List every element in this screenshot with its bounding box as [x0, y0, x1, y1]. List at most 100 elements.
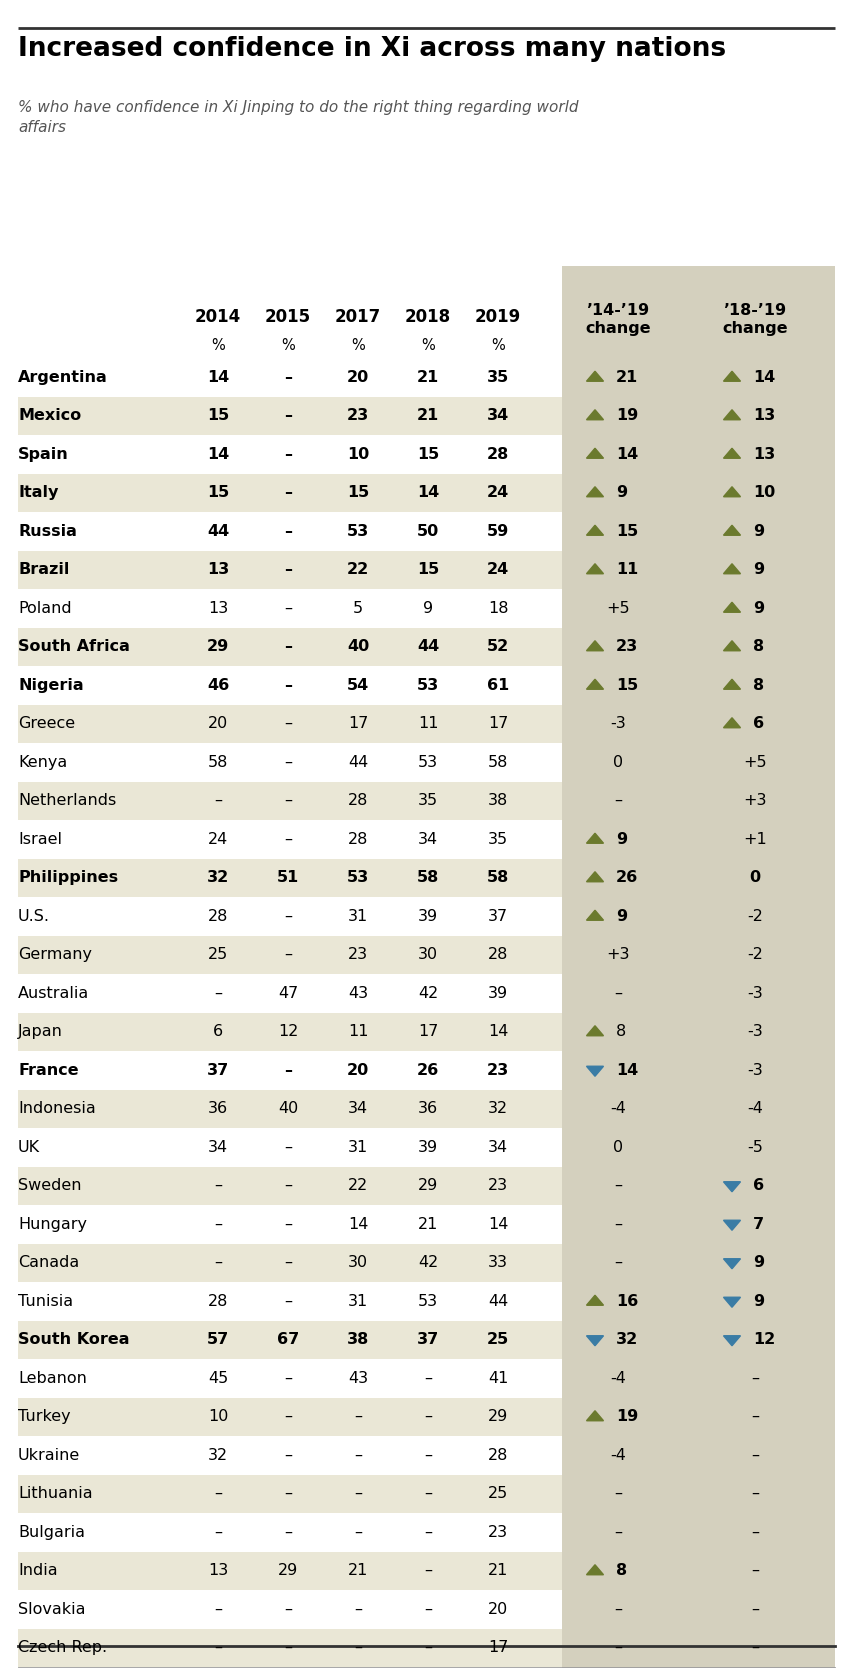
Bar [18, 1244, 562, 1283]
Text: 15: 15 [207, 485, 229, 500]
Text: %: % [491, 339, 505, 354]
Text: –: – [284, 600, 292, 615]
Text: 28: 28 [486, 447, 509, 462]
Polygon shape [586, 372, 603, 382]
Polygon shape [723, 410, 740, 420]
Text: Australia: Australia [18, 986, 89, 1001]
Text: 11: 11 [616, 562, 638, 577]
Text: –: – [284, 1525, 292, 1540]
Text: Mexico: Mexico [18, 409, 81, 424]
Text: 21: 21 [348, 1563, 368, 1578]
Text: 35: 35 [418, 794, 438, 809]
Text: 9: 9 [753, 1294, 764, 1309]
Text: Japan: Japan [18, 1024, 63, 1039]
Bar [18, 704, 562, 742]
Text: 9: 9 [616, 485, 627, 500]
Text: 14: 14 [616, 1063, 638, 1078]
Text: 39: 39 [418, 1139, 438, 1154]
Text: –: – [284, 562, 292, 577]
Text: 9: 9 [753, 562, 764, 577]
Text: 30: 30 [348, 1256, 368, 1271]
Text: 53: 53 [418, 754, 438, 769]
Text: Lebanon: Lebanon [18, 1371, 87, 1386]
Text: 17: 17 [488, 716, 508, 731]
Text: 23: 23 [488, 1178, 508, 1193]
Text: 34: 34 [418, 832, 438, 847]
Text: –: – [284, 716, 292, 731]
Text: 25: 25 [208, 947, 228, 962]
Polygon shape [586, 410, 603, 420]
Bar [18, 1166, 562, 1204]
Text: –: – [284, 1486, 292, 1501]
Text: -4: -4 [610, 1101, 626, 1116]
Text: 30: 30 [418, 947, 438, 962]
Text: Poland: Poland [18, 600, 72, 615]
Text: 17: 17 [488, 1640, 508, 1655]
Text: 44: 44 [348, 754, 368, 769]
Text: –: – [424, 1525, 432, 1540]
Text: 29: 29 [488, 1409, 508, 1424]
Text: 23: 23 [348, 947, 368, 962]
Text: 17: 17 [417, 1024, 438, 1039]
Text: 23: 23 [616, 639, 638, 654]
Text: –: – [751, 1640, 759, 1655]
Text: 33: 33 [488, 1256, 508, 1271]
Text: –: – [424, 1409, 432, 1424]
Text: –: – [284, 1216, 292, 1231]
Text: 38: 38 [488, 794, 508, 809]
Text: 31: 31 [348, 909, 368, 924]
Bar [18, 782, 562, 821]
Text: 14: 14 [488, 1024, 508, 1039]
Text: 23: 23 [347, 409, 369, 424]
Text: –: – [424, 1486, 432, 1501]
Text: 67: 67 [277, 1333, 299, 1348]
Text: 20: 20 [347, 1063, 369, 1078]
Text: –: – [614, 794, 622, 809]
Text: 16: 16 [616, 1294, 638, 1309]
Text: –: – [751, 1371, 759, 1386]
Text: +1: +1 [743, 832, 767, 847]
Polygon shape [723, 372, 740, 382]
Polygon shape [586, 1411, 603, 1421]
Text: –: – [214, 1486, 222, 1501]
Text: 5: 5 [353, 600, 363, 615]
Polygon shape [586, 487, 603, 497]
Polygon shape [586, 564, 603, 574]
Text: 34: 34 [208, 1139, 228, 1154]
Text: 15: 15 [207, 409, 229, 424]
Text: 53: 53 [417, 677, 439, 692]
Text: Nigeria: Nigeria [18, 677, 83, 692]
Text: 20: 20 [208, 716, 228, 731]
Polygon shape [586, 1296, 603, 1306]
Text: –: – [614, 1256, 622, 1271]
Text: 53: 53 [418, 1294, 438, 1309]
Text: 13: 13 [753, 409, 775, 424]
Text: –: – [354, 1486, 362, 1501]
Text: Greece: Greece [18, 716, 75, 731]
Polygon shape [723, 449, 740, 459]
Text: –: – [751, 1525, 759, 1540]
Text: –: – [614, 1601, 622, 1616]
Text: -4: -4 [747, 1101, 763, 1116]
Text: 8: 8 [616, 1024, 626, 1039]
Text: 0: 0 [750, 871, 761, 886]
Text: Hungary: Hungary [18, 1216, 87, 1231]
Text: 52: 52 [486, 639, 509, 654]
Bar [18, 1398, 562, 1436]
Text: 47: 47 [278, 986, 298, 1001]
Text: -3: -3 [747, 986, 763, 1001]
Text: %: % [211, 339, 225, 354]
Text: 29: 29 [207, 639, 229, 654]
Text: 2018: 2018 [405, 309, 451, 325]
Text: 38: 38 [347, 1333, 369, 1348]
Text: 42: 42 [417, 986, 438, 1001]
Text: 14: 14 [207, 447, 229, 462]
Bar [18, 936, 562, 974]
Text: –: – [284, 409, 292, 424]
Bar [18, 1012, 562, 1051]
Text: 37: 37 [417, 1333, 439, 1348]
Text: 21: 21 [417, 409, 439, 424]
Text: 13: 13 [208, 600, 228, 615]
Text: 6: 6 [753, 1178, 764, 1193]
Text: –: – [284, 832, 292, 847]
